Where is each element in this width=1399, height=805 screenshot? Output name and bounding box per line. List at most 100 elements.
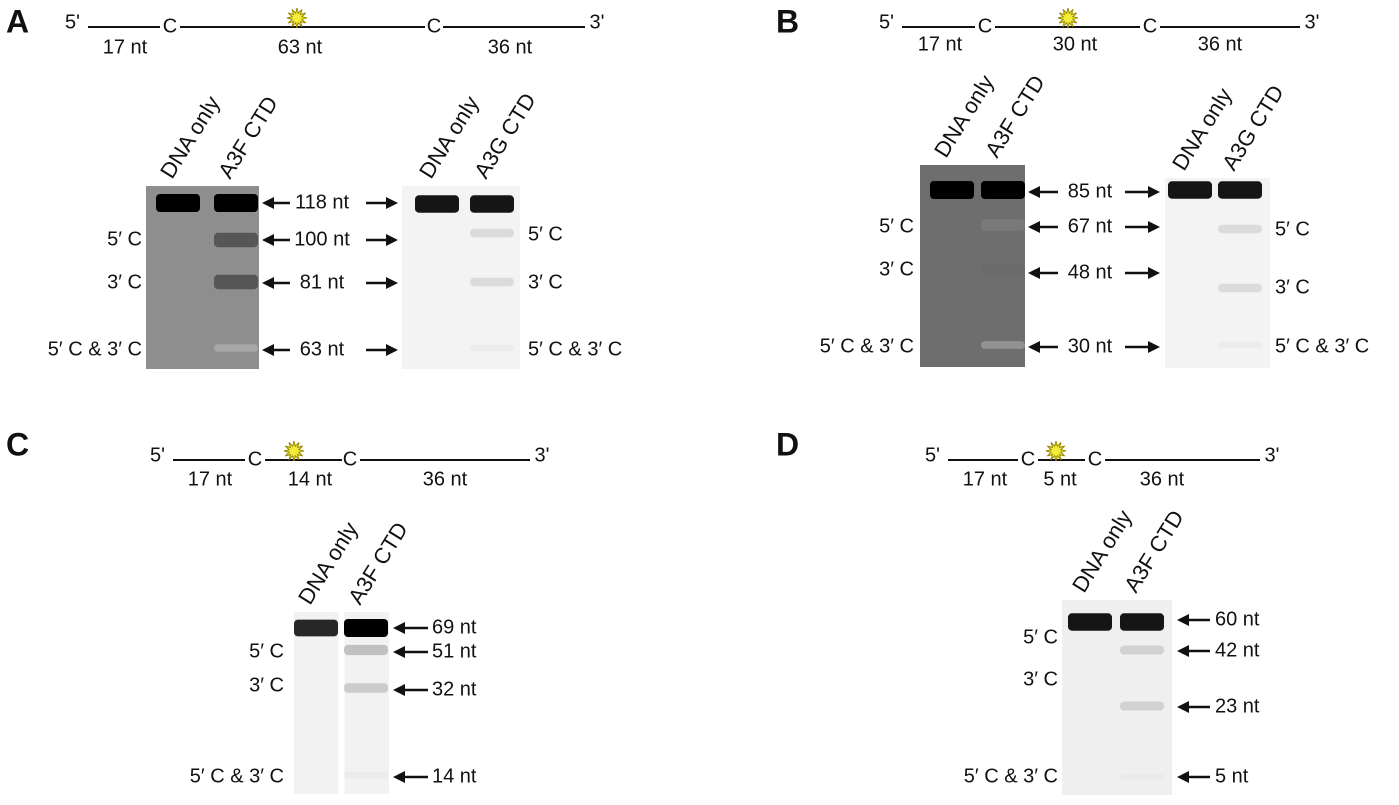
gel-band <box>344 644 388 656</box>
arrow-head <box>386 197 398 209</box>
gel-band <box>344 771 388 779</box>
gel-band <box>981 181 1025 199</box>
segment-length: 36 nt <box>1198 33 1243 55</box>
cytosine: C <box>1143 15 1157 37</box>
gel-band <box>214 344 258 352</box>
segment-length: 36 nt <box>423 468 468 490</box>
panel-letter: A <box>6 3 29 39</box>
gel-band <box>1120 701 1164 711</box>
size-label: 85 nt <box>1068 180 1113 202</box>
arrow-head <box>1148 267 1160 279</box>
arrow-head <box>1148 186 1160 198</box>
gel-band <box>470 277 514 287</box>
gel-band <box>470 344 514 352</box>
gel-band <box>1168 181 1212 199</box>
size-label: 100 nt <box>294 228 350 250</box>
site-label: 3′ C <box>1023 668 1058 690</box>
cytosine: C <box>248 448 262 470</box>
segment-length: 36 nt <box>488 36 533 58</box>
gel-band <box>1218 181 1262 199</box>
segment-length: 14 nt <box>288 468 333 490</box>
site-label: 3′ C <box>528 271 563 293</box>
five-prime: 5' <box>65 11 80 33</box>
site-label: 5′ C <box>528 223 563 245</box>
gel-band <box>930 181 974 199</box>
size-label: 23 nt <box>1215 695 1260 717</box>
three-prime: 3' <box>1305 11 1320 33</box>
arrow-head <box>1148 341 1160 353</box>
cytosine: C <box>978 15 992 37</box>
gel-band <box>1120 773 1164 781</box>
site-label: 5′ C & 3′ C <box>48 338 142 360</box>
arrow-head <box>1177 614 1189 626</box>
segment-length: 30 nt <box>1053 33 1098 55</box>
arrow-head <box>262 344 274 356</box>
five-prime: 5' <box>150 444 165 466</box>
five-prime: 5' <box>925 444 940 466</box>
size-label: 67 nt <box>1068 215 1113 237</box>
gel-band <box>1120 645 1164 655</box>
site-label: 5′ C <box>1275 218 1310 240</box>
site-label: 5′ C & 3′ C <box>964 765 1058 787</box>
arrow-head <box>393 771 405 783</box>
cytosine: C <box>343 448 357 470</box>
size-label: 63 nt <box>300 338 345 360</box>
size-label: 118 nt <box>295 191 350 213</box>
panel-letter: B <box>776 3 799 39</box>
gel-band <box>470 228 514 238</box>
size-label: 69 nt <box>432 616 477 638</box>
gel-band <box>294 619 338 637</box>
site-label: 3′ C <box>879 258 914 280</box>
arrow-head <box>1177 701 1189 713</box>
arrow-head <box>386 277 398 289</box>
segment-length: 17 nt <box>103 36 148 58</box>
arrow-head <box>386 234 398 246</box>
gel-band <box>344 683 388 693</box>
gel-band <box>981 219 1025 231</box>
site-label: 5′ C <box>1023 626 1058 648</box>
gel-band <box>415 195 459 213</box>
arrow-head <box>262 277 274 289</box>
arrow-head <box>262 197 274 209</box>
segment-length: 63 nt <box>278 36 323 58</box>
arrow-head <box>386 344 398 356</box>
size-label: 48 nt <box>1068 261 1113 283</box>
three-prime: 3' <box>1265 444 1280 466</box>
gel-band <box>156 194 200 212</box>
size-label: 42 nt <box>1215 639 1260 661</box>
size-label: 14 nt <box>432 765 477 787</box>
site-label: 5′ C <box>249 640 284 662</box>
arrow-head <box>1028 267 1040 279</box>
size-label: 5 nt <box>1215 765 1249 787</box>
segment-length: 17 nt <box>963 468 1008 490</box>
size-label: 51 nt <box>432 640 477 662</box>
five-prime: 5' <box>879 11 894 33</box>
gel-band <box>214 274 258 290</box>
three-prime: 3' <box>590 11 605 33</box>
cytosine: C <box>1088 448 1102 470</box>
three-prime: 3' <box>535 444 550 466</box>
fluorophore-star <box>286 7 308 29</box>
site-label: 3′ C <box>249 674 284 696</box>
arrow-head <box>1177 771 1189 783</box>
gel-strip <box>344 612 389 794</box>
arrow-head <box>393 622 405 634</box>
gel-band <box>214 232 258 248</box>
arrow-head <box>1177 645 1189 657</box>
site-label: 5′ C & 3′ C <box>1275 335 1369 357</box>
size-label: 32 nt <box>432 678 477 700</box>
gel <box>1062 600 1172 795</box>
gel-band <box>1218 224 1262 234</box>
panel-letter: C <box>6 426 29 462</box>
segment-length: 5 nt <box>1043 468 1077 490</box>
site-label: 5′ C <box>879 215 914 237</box>
gel-band <box>344 619 388 637</box>
cytosine: C <box>163 15 177 37</box>
site-label: 5′ C & 3′ C <box>820 335 914 357</box>
gel-band <box>470 195 514 213</box>
size-label: 30 nt <box>1068 335 1113 357</box>
arrow-head <box>1028 221 1040 233</box>
size-label: 60 nt <box>1215 608 1260 630</box>
gel-band <box>981 263 1025 277</box>
